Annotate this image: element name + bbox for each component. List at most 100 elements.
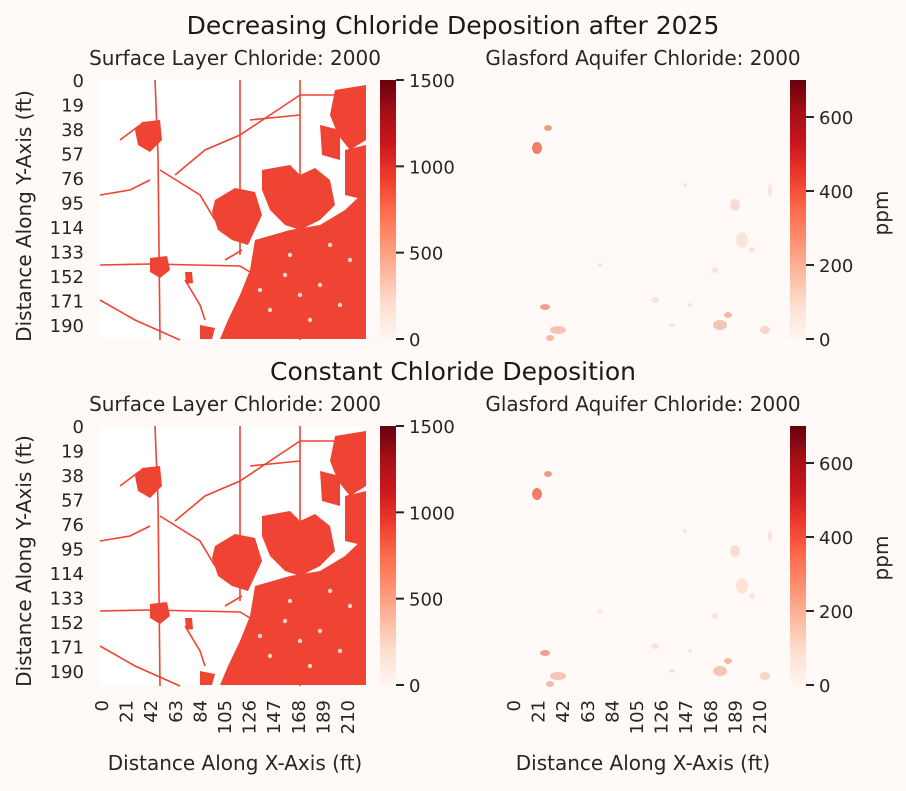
x-tick-label: 168 (701, 700, 722, 734)
chloride-plume (688, 303, 692, 307)
panel-title-surface-bottom: Surface Layer Chloride: 2000 (89, 392, 381, 416)
colorbar-tick-label-glasford-top: 0 (819, 330, 830, 351)
row-title-constant: Constant Chloride Deposition (270, 357, 636, 386)
chloride-speckle (297, 292, 303, 298)
x-tick-label: 0 (504, 700, 525, 711)
chloride-speckle (327, 588, 333, 594)
x-tick-label: 147 (264, 700, 285, 734)
chloride-speckle (297, 638, 303, 644)
chloride-urban-area (220, 536, 366, 685)
x-axis-label-left: Distance Along X-Axis (ft) (108, 751, 362, 775)
chloride-plume (540, 650, 550, 656)
heatmap-surface-top (99, 79, 366, 341)
colorbar-surface-top (380, 80, 396, 339)
colorbar-label-top: ppm (869, 191, 893, 236)
chloride-plume (550, 672, 566, 680)
chloride-urban-area (135, 466, 162, 498)
chloride-plume (598, 609, 602, 613)
y-tick-label: 95 (61, 540, 84, 561)
panel-title-surface-top: Surface Layer Chloride: 2000 (89, 46, 381, 70)
chloride-plume (651, 297, 659, 303)
chloride-speckle (317, 628, 323, 634)
y-tick-label: 57 (61, 145, 84, 166)
panel-title-glasford-top: Glasford Aquifer Chloride: 2000 (485, 46, 800, 70)
chloride-plume (736, 232, 748, 248)
chloride-plume (683, 183, 687, 187)
chloride-urban-area (200, 671, 215, 685)
chloride-plume (760, 672, 770, 680)
chloride-road-trace (249, 114, 301, 121)
chloride-road-trace (174, 94, 340, 176)
chloride-speckle (257, 633, 263, 639)
chloride-speckle (282, 618, 288, 624)
chloride-speckle (347, 603, 353, 609)
x-tick-label: 42 (141, 700, 162, 723)
y-tick-label: 171 (50, 638, 84, 659)
chloride-speckle (347, 257, 353, 263)
x-tick-label: 210 (750, 700, 771, 734)
x-tick-label: 147 (676, 700, 697, 734)
x-tick-label: 105 (627, 700, 648, 734)
chloride-urban-area (185, 272, 193, 284)
y-tick-label: 76 (61, 515, 84, 536)
chloride-speckle (267, 653, 273, 659)
chloride-urban-area (150, 256, 170, 278)
chloride-urban-area (320, 125, 340, 160)
x-tick-label: 126 (652, 700, 673, 734)
chloride-speckle (307, 317, 313, 323)
chloride-road-trace (159, 515, 216, 567)
chloride-urban-area (185, 618, 193, 630)
chloride-road-trace (99, 645, 181, 687)
row-title-decreasing: Decreasing Chloride Deposition after 202… (187, 11, 720, 40)
colorbar-tick-label-glasford-bottom: 200 (819, 602, 853, 623)
chloride-urban-area (345, 145, 366, 200)
x-tick-label: 105 (215, 700, 236, 734)
chloride-plume (724, 658, 732, 664)
chloride-plume (598, 263, 602, 267)
chloride-plume (749, 593, 755, 599)
colorbar-glasford-bottom (790, 426, 806, 685)
x-tick-label: 189 (725, 700, 746, 734)
y-tick-label: 76 (61, 169, 84, 190)
chloride-plume (669, 323, 675, 327)
colorbar-tick-label-surface-bottom: 0 (409, 676, 420, 697)
y-tick-label: 133 (50, 589, 84, 610)
y-tick-label: 19 (61, 96, 84, 117)
chloride-urban-area (345, 491, 366, 546)
chloride-speckle (317, 282, 323, 288)
chloride-urban-area (200, 325, 215, 339)
y-tick-label: 152 (50, 613, 84, 634)
chloride-plume (713, 666, 727, 676)
chloride-plume (546, 335, 554, 341)
x-tick-label: 126 (240, 700, 261, 734)
colorbar-glasford-top (790, 80, 806, 339)
colorbar-tick-label-surface-top: 0 (409, 330, 420, 351)
chloride-speckle (337, 648, 343, 654)
y-axis-label-bottom: Distance Along Y-Axis (ft) (12, 435, 36, 687)
colorbar-tick-label-glasford-bottom: 400 (819, 528, 853, 549)
y-tick-label: 57 (61, 491, 84, 512)
x-tick-label: 42 (553, 700, 574, 723)
chloride-road-trace (184, 279, 206, 321)
y-tick-label: 152 (50, 267, 84, 288)
y-tick-label: 38 (61, 120, 84, 141)
x-tick-label: 189 (313, 700, 334, 734)
chloride-speckle (287, 252, 293, 258)
chloride-urban-area (212, 534, 262, 591)
chloride-urban-area (135, 120, 162, 152)
y-tick-label: 133 (50, 243, 84, 264)
colorbar-tick-label-surface-top: 500 (409, 244, 443, 265)
chloride-plume (768, 184, 772, 196)
y-tick-label: 114 (50, 218, 84, 239)
chloride-plume (532, 488, 542, 500)
chloride-plume (546, 681, 554, 687)
x-tick-label: 168 (289, 700, 310, 734)
y-axis-label-top: Distance Along Y-Axis (ft) (12, 90, 36, 342)
chloride-plume (749, 247, 755, 253)
chloride-speckle (337, 302, 343, 308)
chloride-road-trace (154, 425, 161, 687)
chloride-speckle (267, 307, 273, 313)
chloride-plume (683, 529, 687, 533)
x-tick-label: 210 (338, 700, 359, 734)
colorbar-tick-label-glasford-bottom: 600 (819, 454, 853, 475)
